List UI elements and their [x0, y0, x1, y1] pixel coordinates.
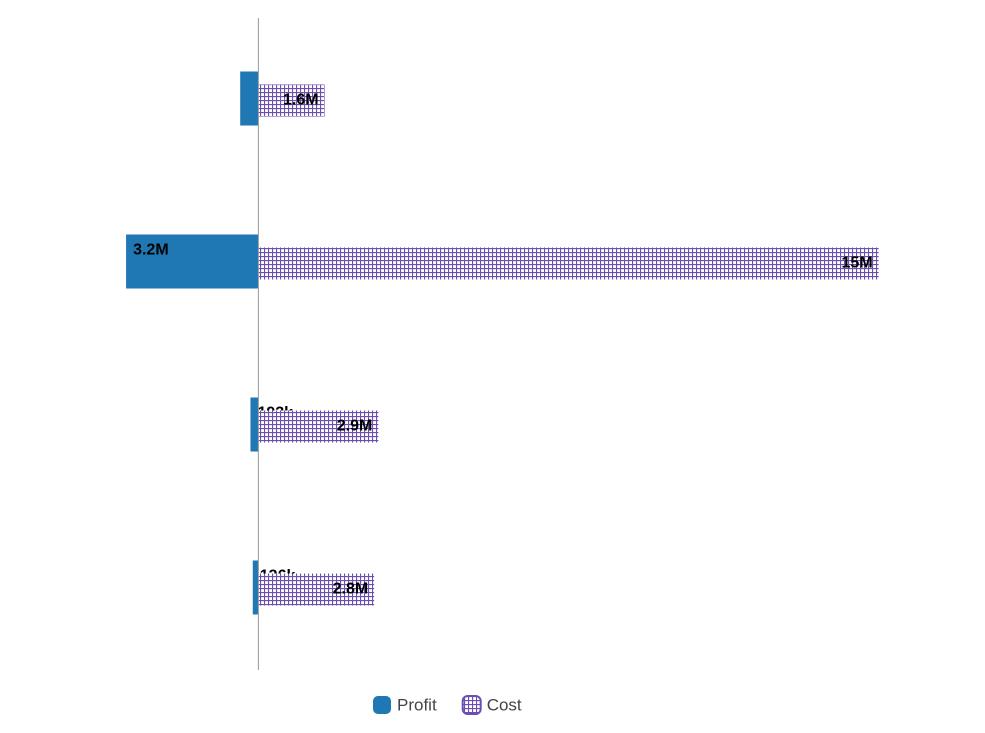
legend-swatch — [373, 696, 391, 714]
legend-label: Profit — [397, 695, 437, 714]
bar — [258, 410, 379, 443]
bar — [258, 84, 325, 117]
bar — [258, 573, 375, 606]
value-label: 15M — [842, 255, 873, 272]
value-label: 1.6M — [283, 92, 319, 109]
value-label: 3.2M — [133, 242, 169, 259]
bar — [252, 560, 259, 615]
bar — [258, 247, 879, 280]
legend-swatch — [461, 695, 482, 715]
value-label: 2.8M — [333, 581, 369, 598]
bar — [250, 397, 259, 452]
legend-label: Cost — [487, 695, 522, 714]
bar — [240, 71, 259, 126]
bar — [126, 234, 259, 289]
value-label: 2.9M — [337, 418, 373, 435]
